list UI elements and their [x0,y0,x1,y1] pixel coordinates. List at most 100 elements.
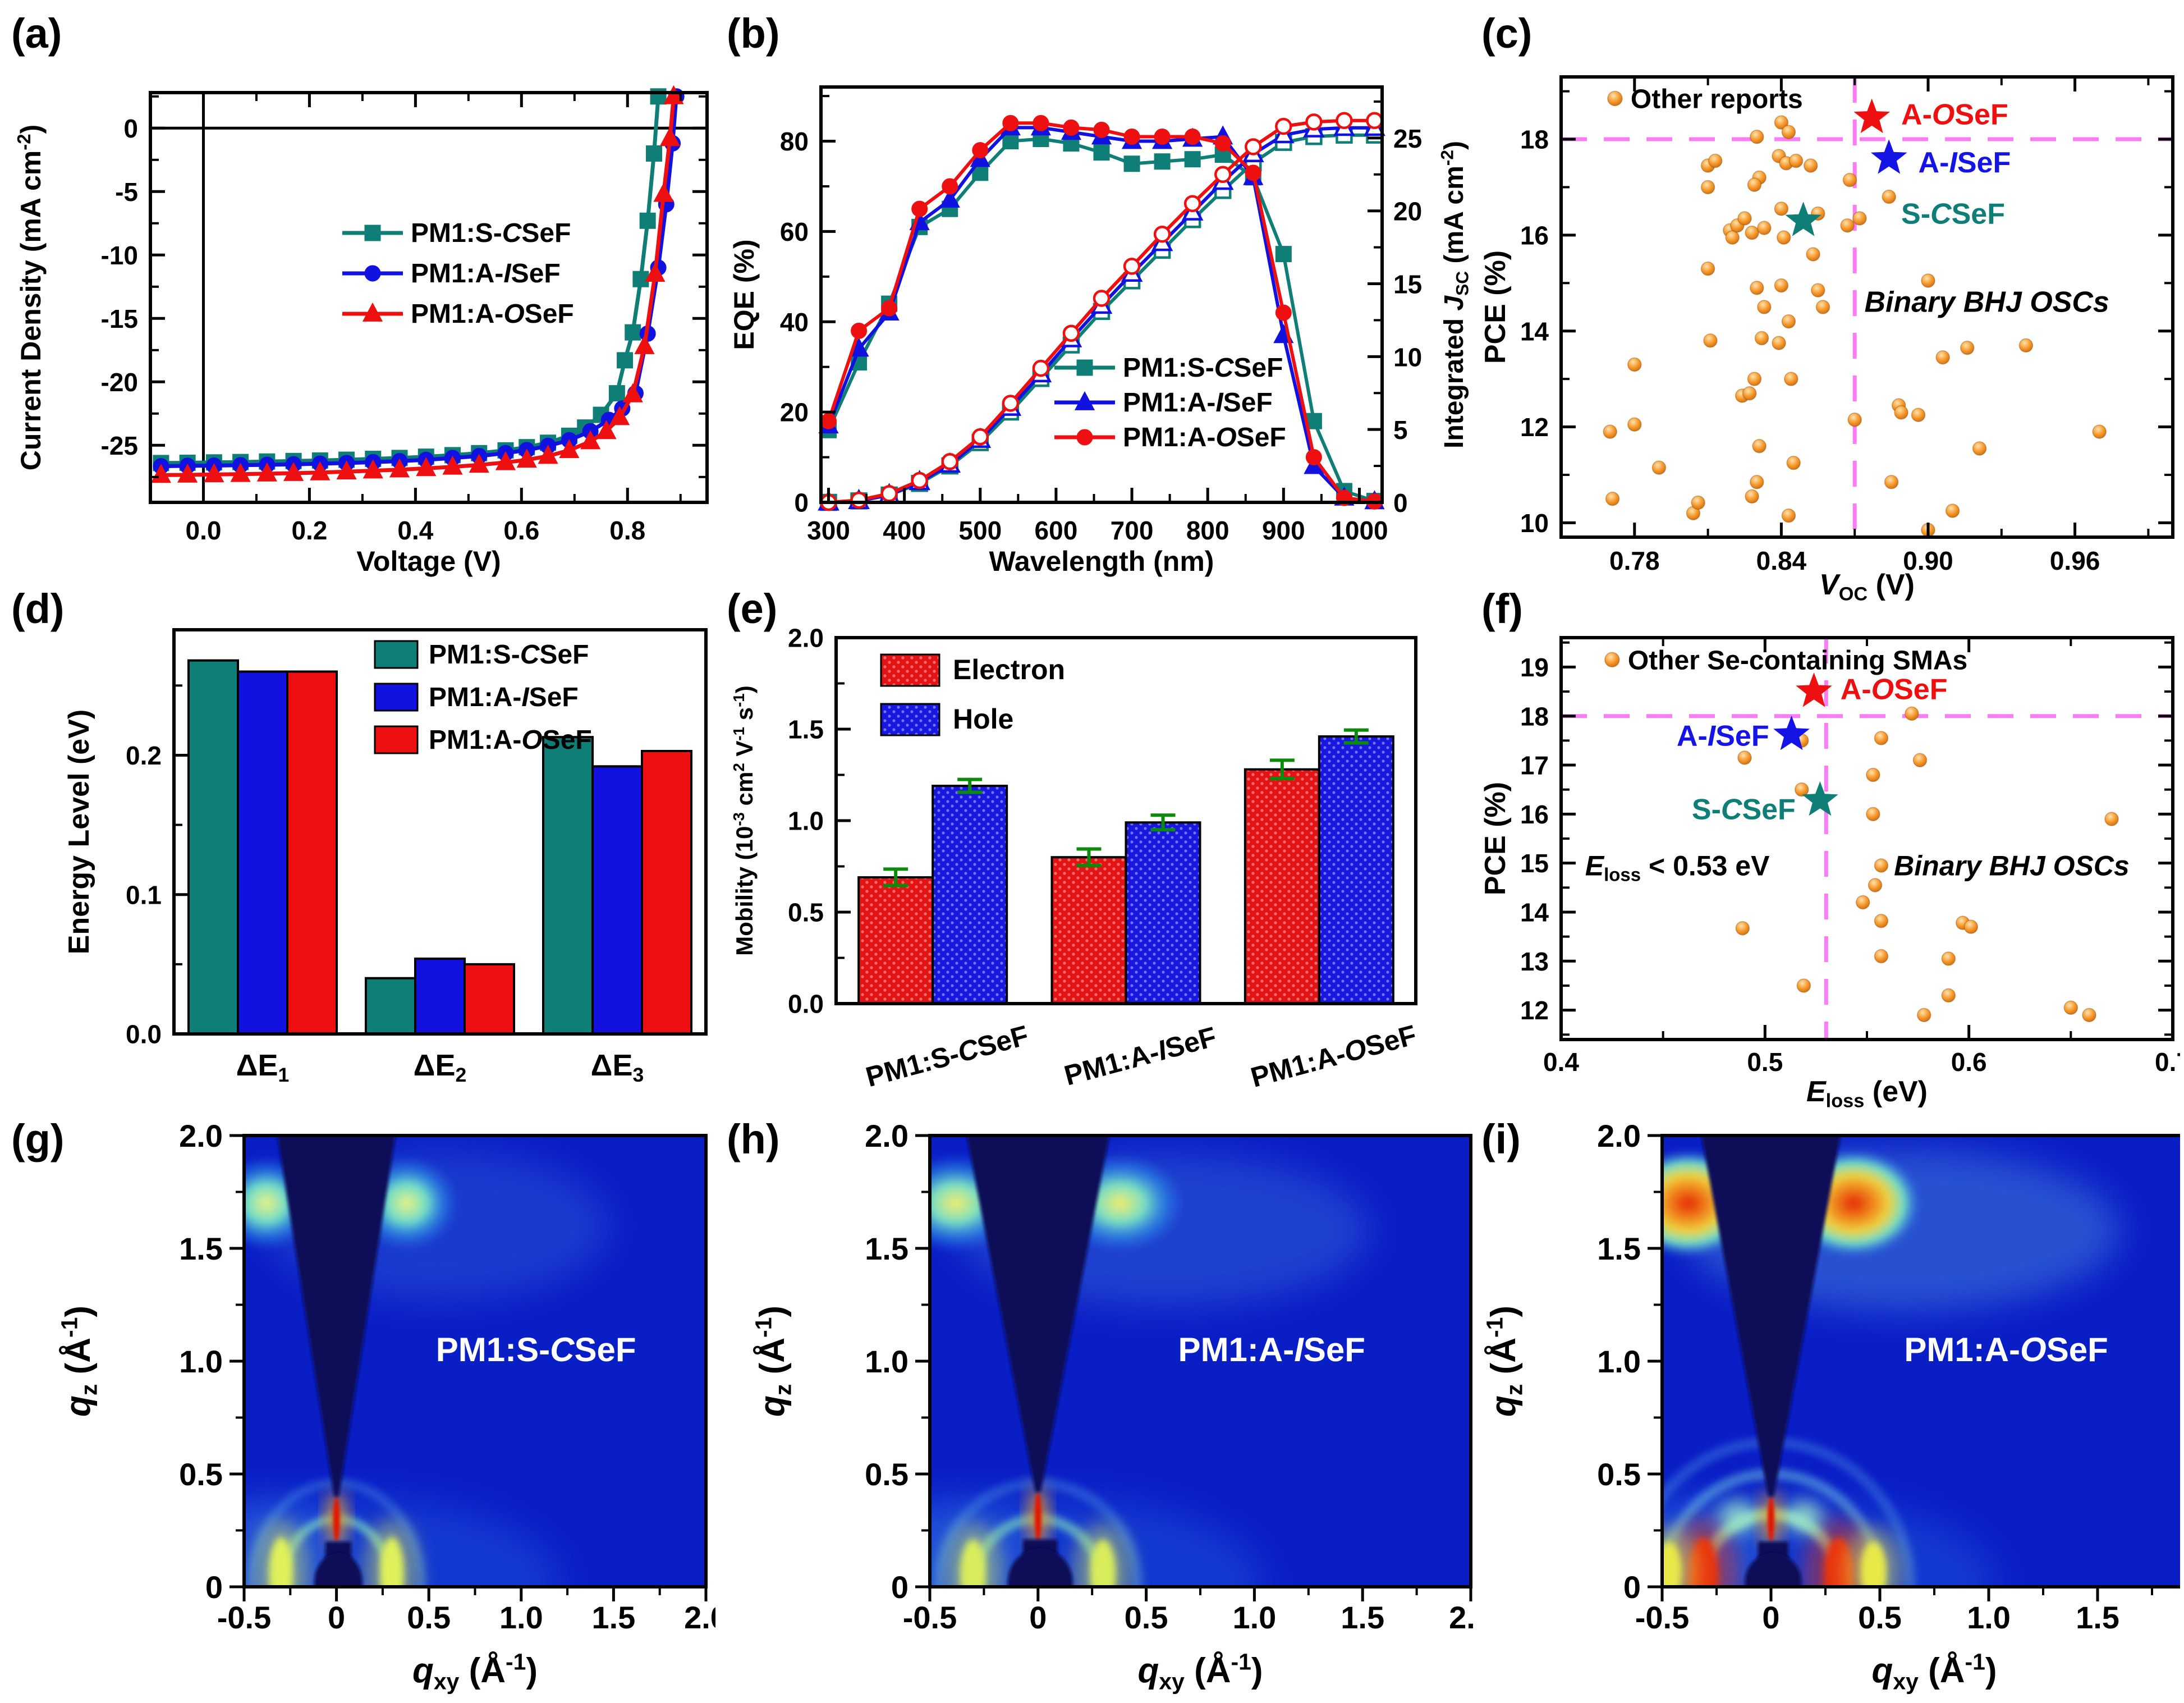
svg-text:0: 0 [328,1600,345,1635]
svg-text:PM1:A-OSeF: PM1:A-OSeF [1123,423,1286,452]
panel-tag: (d) [11,585,65,632]
svg-text:1.0: 1.0 [865,1344,909,1379]
svg-text:0.0: 0.0 [126,1020,162,1049]
svg-text:17: 17 [1520,751,1549,780]
svg-text:0.5: 0.5 [179,1457,223,1492]
svg-text:ΔE2: ΔE2 [414,1049,467,1086]
svg-text:VOC (V): VOC (V) [1819,569,1915,601]
svg-text:40: 40 [780,308,809,337]
energy-level-bars: ΔE1 ΔE2 ΔE3 0.0 0.1 0.2 Energy Level (eV) PM1:S… [63,628,708,1086]
svg-text:19: 19 [1520,653,1549,682]
svg-text:Other reports: Other reports [1631,84,1803,114]
panel-tag: (a) [11,10,62,57]
svg-text:0.90: 0.90 [1903,546,1953,575]
svg-text:2.0: 2.0 [684,1600,715,1635]
svg-text:1.0: 1.0 [788,807,824,836]
svg-text:PM1:A-ISeF: PM1:A-ISeF [1178,1331,1365,1368]
panel-tag: (c) [1481,10,1533,57]
svg-text:A-OSeF: A-OSeF [1901,99,2008,131]
svg-text:A-OSeF: A-OSeF [1841,674,1948,706]
panel-tag: (h) [727,1116,780,1162]
svg-text:S-CSeF: S-CSeF [1901,198,2005,230]
svg-text:0.5: 0.5 [788,898,824,927]
pce-eloss-scatter: A-OSeF A-ISeF S-CSeF Eloss < 0.53 eV Binary … [1479,636,2180,1109]
svg-text:1.5: 1.5 [865,1231,909,1266]
svg-text:qxy (Å-1): qxy (Å-1) [412,1649,538,1695]
svg-text:700: 700 [1111,516,1154,545]
svg-text:14: 14 [1520,898,1549,927]
svg-text:1.0: 1.0 [499,1600,543,1635]
svg-text:PM1:A-OSeF: PM1:A-OSeF [429,725,592,755]
svg-text:-0.5: -0.5 [1635,1600,1690,1635]
svg-text:2.0: 2.0 [1597,1118,1641,1153]
svg-text:0.0: 0.0 [788,990,824,1019]
svg-text:0.5: 0.5 [1858,1600,1902,1635]
svg-text:10: 10 [1393,342,1422,372]
giwaxs-s-csef: PM1:S-CSeF-0.500.51.01.52.000.51.01.52.0… [57,1118,715,1695]
svg-text:0.4: 0.4 [1543,1047,1579,1077]
svg-text:14: 14 [1520,317,1549,346]
svg-text:PM1:A-OSeF: PM1:A-OSeF [1247,1019,1420,1093]
svg-text:1.5: 1.5 [2076,1600,2119,1635]
svg-text:PCE (%): PCE (%) [1479,250,1512,364]
svg-text:5: 5 [1393,415,1408,445]
svg-text:0.7: 0.7 [2155,1047,2180,1077]
svg-text:16: 16 [1520,221,1549,250]
svg-text:Current Density (mA cm-2): Current Density (mA cm-2) [13,125,47,470]
svg-text:2.0: 2.0 [179,1118,223,1153]
svg-text:-20: -20 [101,368,138,397]
svg-text:-15: -15 [101,304,138,333]
svg-text:A-ISeF: A-ISeF [1677,720,1769,753]
svg-text:PM1:A-ISeF: PM1:A-ISeF [1061,1021,1220,1092]
svg-text:Binary BHJ OSCs: Binary BHJ OSCs [1894,850,2130,881]
svg-text:600: 600 [1035,516,1078,545]
svg-text:0.6: 0.6 [1951,1047,1987,1077]
panel-a: (a) 0.0 0.2 0.4 0.6 0.8 0 -5 -10 -15 -20 -25 Voltag… [6,8,715,581]
svg-text:2.0: 2.0 [865,1118,909,1153]
panel-e: (e) PM1:S-CSeF PM1:A-ISeF PM1:A-OSeF 0.0 0.5… [721,584,1476,1109]
svg-text:0.5: 0.5 [1125,1600,1168,1635]
svg-text:12: 12 [1520,413,1549,442]
svg-text:0: 0 [794,488,809,518]
panel-tag: (b) [727,10,780,57]
svg-text:13: 13 [1520,947,1549,976]
svg-text:-10: -10 [101,241,138,270]
svg-text:0.2: 0.2 [126,741,162,770]
svg-text:500: 500 [958,516,1002,545]
svg-text:900: 900 [1262,516,1305,545]
svg-text:0.84: 0.84 [1756,546,1807,575]
svg-text:16: 16 [1520,800,1549,829]
svg-text:1.5: 1.5 [179,1231,223,1266]
svg-text:PM1:A-OSeF: PM1:A-OSeF [1904,1331,2108,1368]
svg-text:0.8: 0.8 [609,516,645,545]
svg-text:ΔE1: ΔE1 [236,1049,290,1086]
svg-text:0: 0 [1623,1569,1641,1605]
svg-text:0: 0 [1393,488,1408,518]
svg-text:15: 15 [1520,849,1549,878]
svg-text:Eloss < 0.53 eV: Eloss < 0.53 eV [1585,850,1770,885]
svg-text:0.5: 0.5 [1597,1457,1641,1492]
svg-text:PM1:A-OSeF: PM1:A-OSeF [411,299,574,329]
panel-tag: (e) [727,585,778,632]
svg-text:0.96: 0.96 [2050,546,2100,575]
svg-text:1000: 1000 [1330,516,1388,545]
svg-text:0.5: 0.5 [407,1600,451,1635]
svg-text:Eloss (eV): Eloss (eV) [1806,1075,1928,1109]
svg-text:1.0: 1.0 [1232,1600,1276,1635]
svg-text:0.5: 0.5 [1747,1047,1783,1077]
svg-text:80: 80 [780,127,809,156]
svg-text:PM1:A-ISeF: PM1:A-ISeF [411,259,561,289]
svg-text:1.0: 1.0 [1967,1600,2011,1635]
svg-text:PM1:A-ISeF: PM1:A-ISeF [429,683,579,712]
panel-b: (b) 300 400 500 600 700 800 900 1000 0 20 40 60 80 0 5… [721,8,1476,581]
panel-i: (i) PM1:A-OSeF-0.500.51.01.52.000.51.01.… [1476,1114,2180,1703]
svg-text:0.0: 0.0 [185,516,221,545]
svg-text:20: 20 [780,398,809,427]
svg-text:0.78: 0.78 [1609,546,1660,575]
panel-tag: (i) [1481,1116,1521,1162]
jv-curves-chart: 0.0 0.2 0.4 0.6 0.8 0 -5 -10 -15 -20 -25 Voltage (V… [13,85,709,577]
panel-d: (d) ΔE1 ΔE2 ΔE3 0.0 0.1 0.2 Energy Level (eV) P… [6,584,715,1109]
svg-text:PM1:S-CSeF: PM1:S-CSeF [436,1331,636,1368]
svg-text:Voltage (V): Voltage (V) [356,546,501,577]
svg-text:-5: -5 [115,177,138,207]
